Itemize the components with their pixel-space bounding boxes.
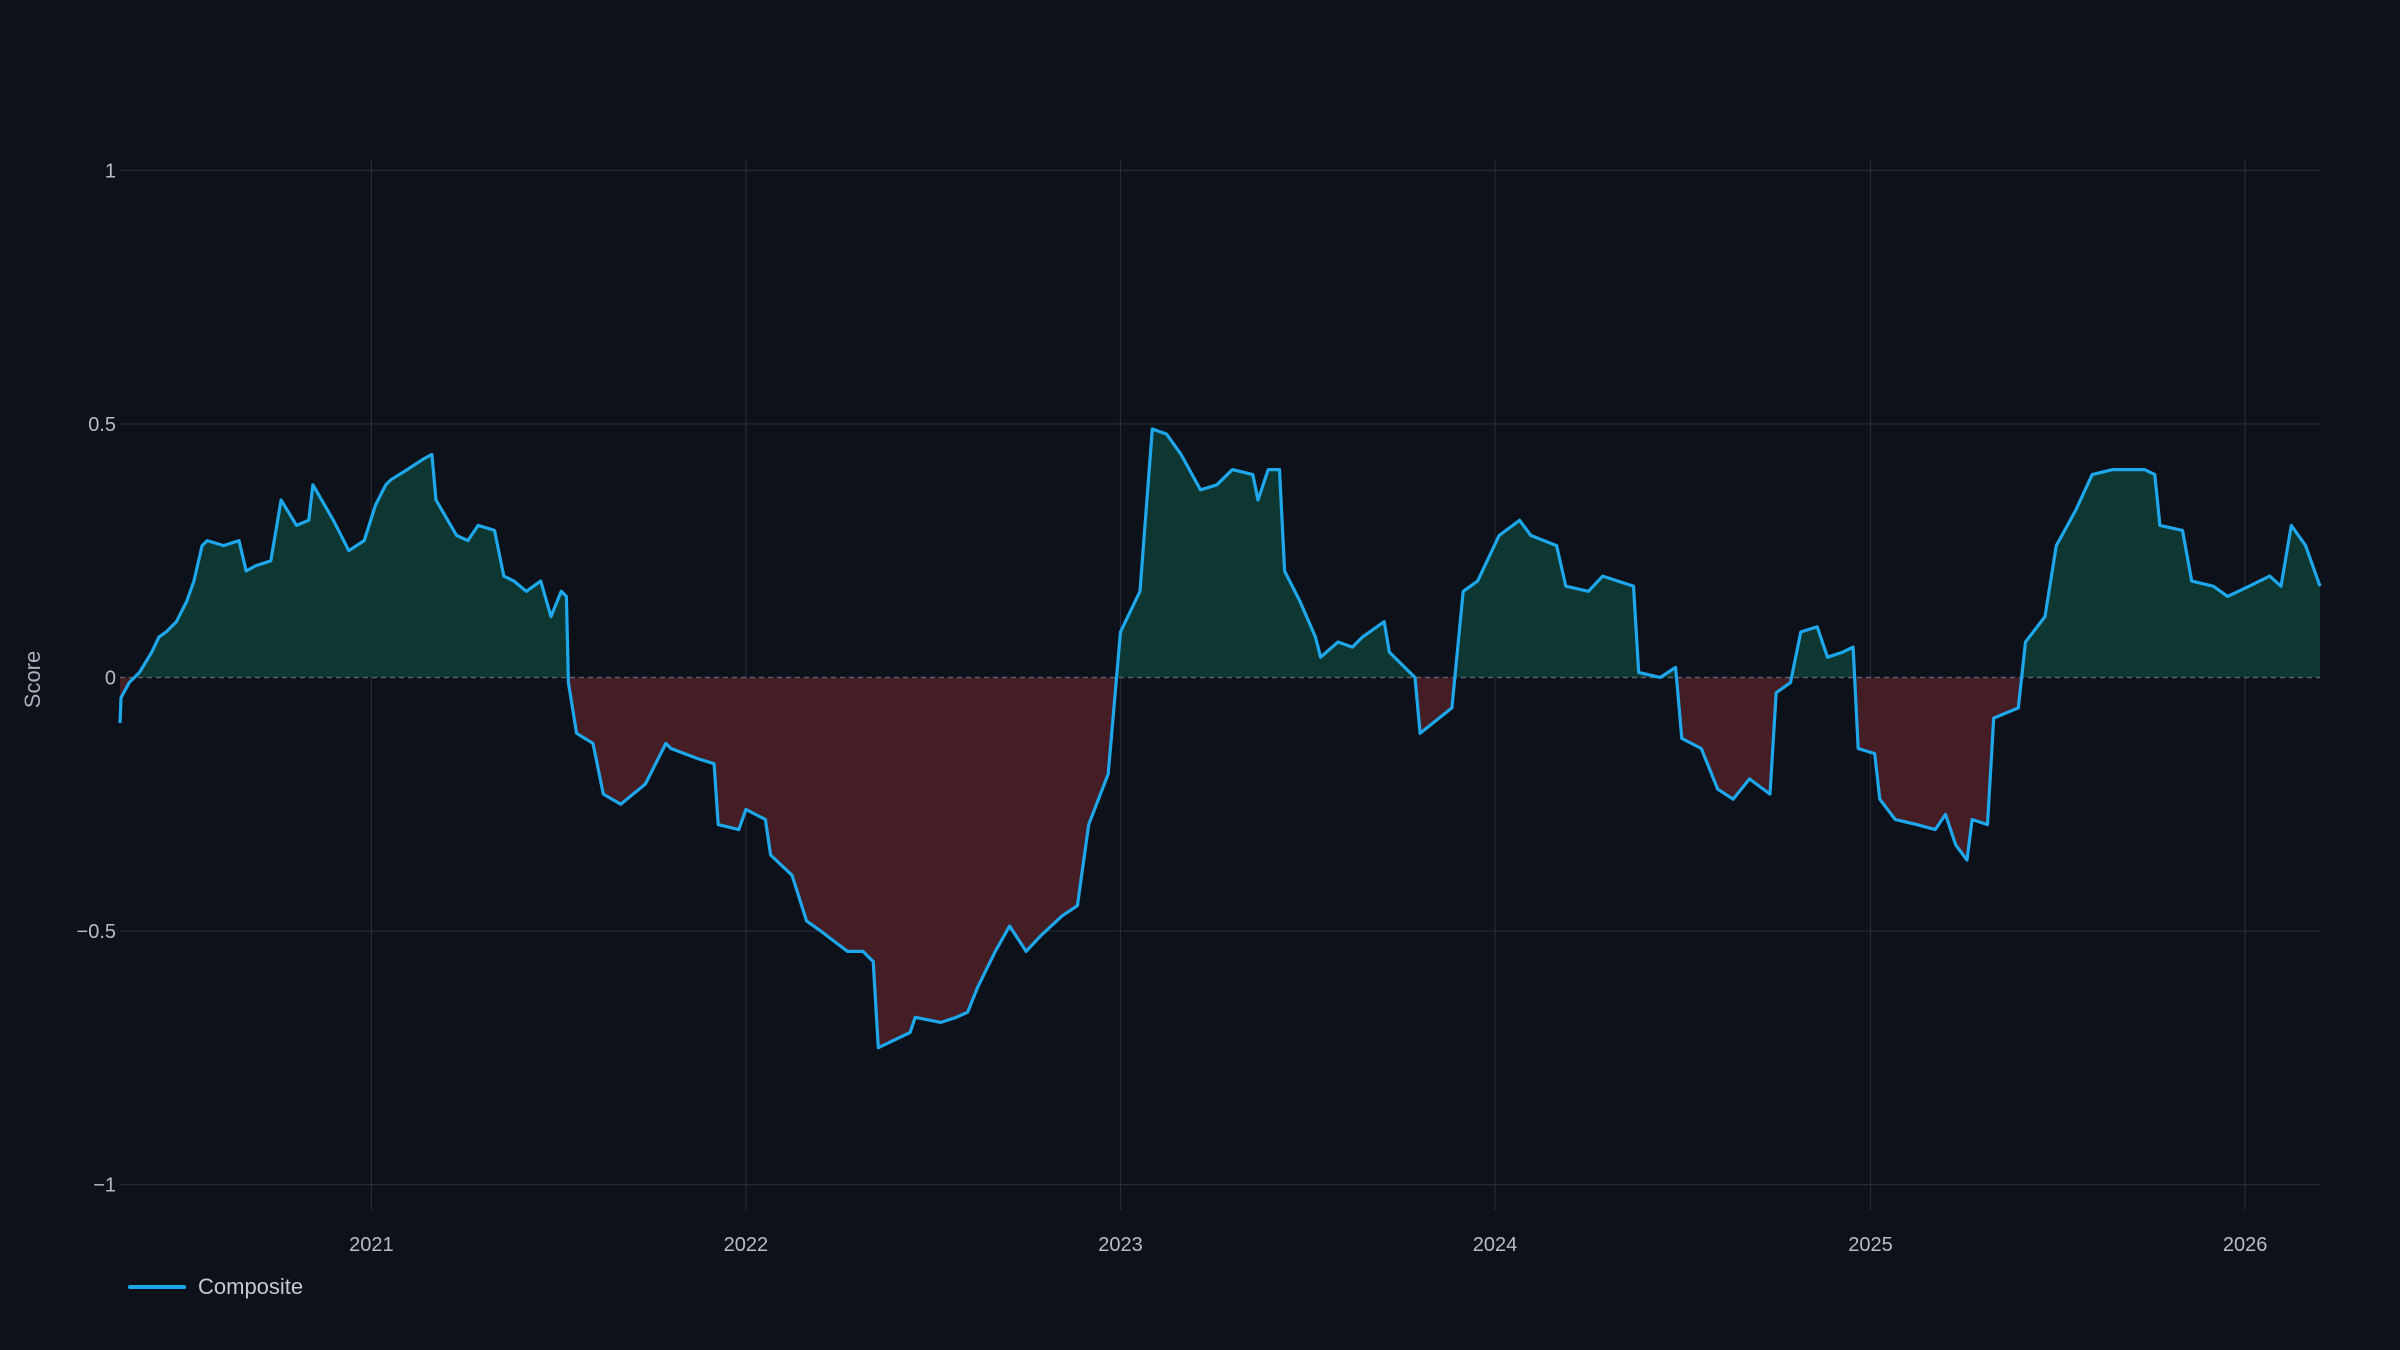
x-axis-ticks: 2021 2022 2023 2024 2025 2026 [349, 1234, 2267, 1256]
positive-area [134, 454, 569, 678]
y-axis-title: Score [20, 651, 45, 708]
area-fill [120, 429, 2320, 1048]
x-tick-label: 2025 [1848, 1234, 1893, 1256]
y-tick-label: 0.5 [88, 414, 116, 436]
y-tick-label: −1 [93, 1175, 116, 1197]
positive-area [1454, 520, 1677, 678]
legend-swatch-composite [128, 1285, 186, 1289]
negative-area [1414, 677, 1455, 734]
x-tick-label: 2024 [1473, 1234, 1518, 1256]
legend[interactable]: Composite [128, 1274, 303, 1300]
positive-area [1791, 626, 1855, 678]
x-tick-label: 2023 [1098, 1234, 1143, 1256]
y-tick-label: 1 [105, 160, 116, 182]
series-line-composite [118, 427, 2322, 1050]
y-tick-label: −0.5 [77, 921, 116, 943]
x-tick-label: 2022 [724, 1234, 769, 1256]
x-tick-label: 2021 [349, 1234, 394, 1256]
negative-area [568, 677, 1117, 1048]
negative-area [120, 677, 135, 724]
positive-area [2021, 469, 2320, 678]
negative-area [1854, 677, 2022, 861]
y-axis-ticks: 1 0.5 0 −0.5 −1 [77, 160, 116, 1196]
negative-area [1676, 677, 1792, 800]
series-line-layer [118, 427, 2322, 1050]
positive-area [1116, 429, 1415, 678]
y-tick-label: 0 [105, 668, 116, 690]
x-tick-label: 2026 [2223, 1234, 2268, 1256]
legend-label-composite: Composite [198, 1274, 304, 1299]
